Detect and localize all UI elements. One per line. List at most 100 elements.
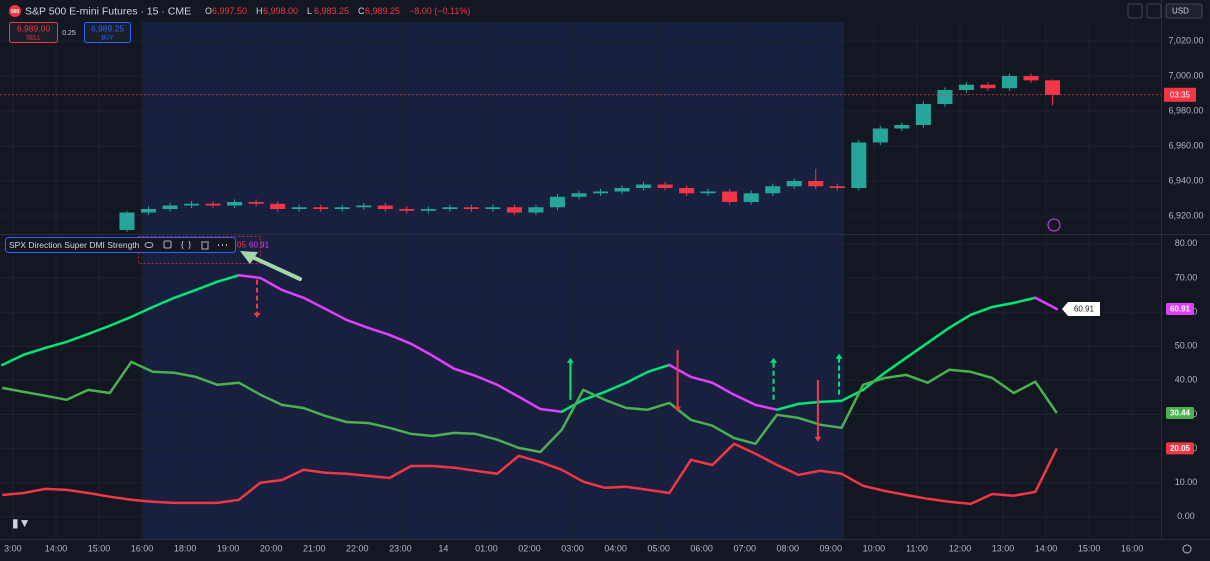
x-tick-label: 11:00 [906, 543, 928, 553]
candle-body [571, 193, 587, 197]
line-segment [0, 353, 25, 367]
candle-body [463, 207, 479, 210]
tv-logo: ▮▼ [12, 516, 30, 530]
y-tick-label: 6,980.00 [1168, 105, 1203, 115]
line-segment [366, 326, 391, 337]
candle-body [356, 205, 372, 208]
candle-body [184, 203, 200, 206]
y-tick-label: 40.00 [1175, 375, 1198, 385]
line-segment [1034, 296, 1059, 311]
candle-body [700, 191, 716, 194]
candle-body [980, 84, 996, 89]
value-label: 30.44 [1170, 409, 1191, 418]
candle-body [722, 191, 738, 203]
fullscreen-button[interactable] [1146, 3, 1162, 19]
ohlc-value: 6,998.00 [263, 6, 298, 16]
logo-text: 500 [11, 9, 20, 15]
sell-button[interactable] [9, 22, 58, 43]
candle-body [227, 202, 243, 206]
candle-body [205, 203, 221, 206]
line-segment [603, 381, 628, 394]
x-tick-label: 02:00 [518, 543, 541, 553]
line-segment [259, 276, 284, 292]
candle-body [528, 207, 544, 213]
candle-body [1001, 75, 1018, 89]
x-tick-label: 18:00 [174, 543, 197, 553]
value-tooltip [1062, 301, 1100, 316]
x-tick-label: 05:00 [647, 543, 670, 553]
x-tick-label: 09:00 [820, 543, 843, 553]
ohlc-key: H [256, 6, 263, 16]
y-tick-label: 6,920.00 [1168, 210, 1203, 220]
ohlc-key: O [205, 6, 212, 16]
line-segment [495, 383, 520, 398]
signal-arrow-head [674, 406, 682, 412]
y-tick-label: 0.00 [1177, 511, 1195, 521]
line-series [2, 442, 1058, 506]
value-badge [1166, 406, 1194, 419]
drawing-arrow-head[interactable] [240, 251, 258, 264]
candle-body [140, 209, 157, 213]
candle-body [377, 205, 393, 210]
candle-body [485, 207, 501, 210]
line-segment [194, 280, 219, 292]
x-tick-label: 08:00 [777, 543, 800, 553]
settings-button[interactable] [1182, 544, 1192, 554]
x-tick-label: 19:00 [217, 543, 240, 553]
indicator-legend-box[interactable] [5, 237, 236, 253]
y-tick-label: 10.00 [1175, 477, 1198, 487]
ohlc-key: L [307, 6, 312, 16]
candle-body [829, 186, 845, 189]
ohlc-legend: O 6,997.50 H 6,998.00 L 6,983.25 C 6,989.25 −8.0… [205, 6, 470, 16]
buy-button[interactable] [84, 22, 131, 43]
candle-body [743, 193, 759, 203]
y-tick-label: 6,960.00 [1168, 140, 1203, 150]
session-highlight [142, 22, 844, 539]
x-tick-label: 14 [438, 543, 448, 553]
line-segment [797, 400, 822, 406]
alert-icon[interactable] [1047, 218, 1061, 232]
candle-body [937, 89, 953, 104]
candle-body [592, 191, 609, 194]
x-tick-label: 16:00 [1121, 543, 1144, 553]
eye-icon[interactable] [144, 242, 154, 248]
marks [0, 73, 1161, 506]
line-segment [732, 393, 757, 407]
tooltip-label: 60.91 [1074, 305, 1095, 314]
candle-body [270, 203, 286, 210]
candle-body [248, 202, 264, 204]
ohlc-value: 6,983.25 [314, 6, 349, 16]
candle-body [119, 212, 135, 231]
sell-label: SELL [26, 36, 41, 42]
x-tick-label: 15:00 [1078, 543, 1101, 553]
buy-label: BUY [101, 36, 113, 42]
y-tick-label: 50.00 [1175, 341, 1198, 351]
candle-body [313, 207, 329, 210]
candle-body [786, 181, 802, 187]
line-segment [969, 305, 994, 317]
x-tick-label: 06:00 [690, 543, 713, 553]
x-tick-label: 10:00 [863, 543, 886, 553]
candle-body [808, 181, 824, 187]
grid [0, 22, 1161, 539]
line-series [1, 360, 1058, 454]
countdown: 03:35 [1170, 90, 1191, 99]
line-segment [388, 333, 413, 346]
currency: USD [1172, 7, 1189, 16]
delete-icon[interactable] [201, 241, 209, 250]
candle-body [765, 186, 781, 194]
line-segment [754, 403, 779, 411]
symbol-title[interactable]: S&P 500 E-mini Futures · 15 · CME [25, 5, 191, 17]
source-icon[interactable] [181, 240, 191, 250]
value-badge [1166, 302, 1194, 315]
currency-button[interactable] [1165, 3, 1203, 19]
line-segment [947, 313, 972, 330]
settings-icon[interactable] [163, 240, 172, 249]
download-button[interactable] [1127, 3, 1143, 19]
line-segment [280, 288, 305, 300]
drawing-arrow[interactable] [248, 254, 302, 281]
line-segment [711, 381, 736, 396]
line-segment [818, 399, 843, 404]
